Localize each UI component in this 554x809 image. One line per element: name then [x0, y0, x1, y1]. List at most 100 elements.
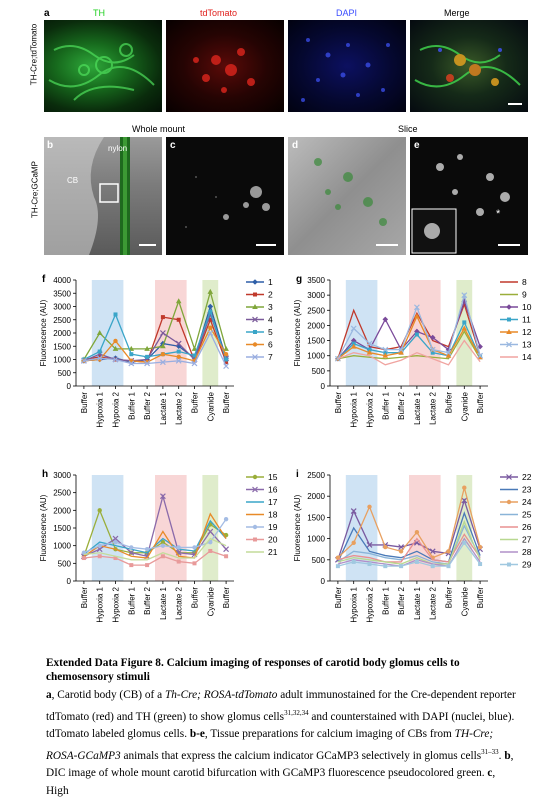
data-point — [478, 562, 483, 567]
data-point — [208, 539, 213, 545]
legend-label: 2 — [268, 290, 273, 300]
y-axis-label: Fluorescence (AU) — [39, 494, 48, 561]
data-point — [207, 330, 214, 336]
legend-label: 25 — [522, 510, 532, 520]
y-tick-label: 1500 — [307, 337, 325, 346]
caption-a-text3: and counterstained with DAPI (nuclei, bl… — [46, 710, 515, 740]
data-point — [351, 559, 356, 564]
data-point — [382, 316, 389, 323]
x-tick-label: Buffer — [80, 587, 89, 609]
data-point — [129, 352, 134, 357]
series-line-19 — [83, 518, 227, 554]
data-point — [176, 354, 181, 360]
data-point — [350, 343, 357, 349]
legend-label: 4 — [268, 315, 273, 325]
y-axis-label: Fluorescence (AU) — [293, 494, 302, 561]
data-point — [112, 535, 119, 542]
data-point — [383, 544, 388, 550]
data-point — [462, 540, 467, 545]
caption-b-text: , DIC image of whole mount carotid bifur… — [46, 749, 514, 779]
legend-marker — [252, 304, 258, 309]
x-tick-label: Buffer 1 — [381, 391, 390, 419]
data-point — [445, 352, 452, 358]
data-point — [446, 564, 451, 569]
x-tick-label: Cyanide — [460, 586, 469, 616]
x-tick-label: Buffer — [334, 587, 343, 609]
x-tick-label: Buffer — [445, 587, 454, 609]
data-point — [112, 356, 119, 363]
data-point — [414, 530, 420, 535]
data-point — [97, 554, 102, 559]
x-tick-label: Lactate 2 — [429, 586, 438, 619]
y-tick-label: 2500 — [53, 489, 71, 498]
panel-a-label-th: TH — [93, 8, 105, 18]
panel-c-image — [166, 137, 284, 255]
legend-marker — [252, 279, 258, 285]
x-tick-label: Hypoxia 2 — [112, 586, 121, 622]
data-point — [224, 554, 229, 559]
x-tick-label: Lactate 1 — [159, 391, 168, 424]
chart-letter: i — [296, 469, 299, 480]
x-tick-label: Buffer 2 — [143, 391, 152, 419]
legend-label: 22 — [522, 472, 532, 482]
x-tick-label: Buffer 2 — [143, 586, 152, 614]
y-tick-label: 2000 — [307, 321, 325, 330]
data-point — [207, 528, 214, 535]
series-line-25 — [337, 524, 481, 565]
data-point — [113, 539, 118, 545]
legend-label: 24 — [522, 497, 532, 507]
series-line-29 — [337, 541, 481, 567]
panel-d-image — [288, 137, 406, 255]
data-point — [224, 360, 229, 365]
x-tick-label: Lactate 1 — [413, 586, 422, 619]
y-tick-label: 500 — [58, 369, 72, 378]
chart-i: i 0 500 1000 1500 2000 2500 Fluorescence (AU) Bu… — [293, 469, 532, 623]
x-tick-label: Hypoxia 2 — [366, 391, 375, 427]
legend-label: 14 — [522, 352, 532, 362]
series-line-28 — [337, 537, 481, 567]
panel-a-label-dapi: DAPI — [336, 8, 358, 18]
stimulus-band — [409, 475, 441, 581]
y-tick-label: 2000 — [53, 506, 71, 515]
data-point — [176, 317, 181, 322]
data-point — [366, 542, 373, 548]
chart-letter: h — [42, 469, 48, 480]
caption-b-label: b — [504, 749, 511, 762]
legend-marker — [252, 342, 258, 347]
legend-label: 21 — [268, 547, 278, 557]
data-point — [223, 363, 230, 370]
y-tick-label: 3000 — [53, 303, 71, 312]
data-point — [113, 338, 118, 344]
data-point — [477, 343, 483, 350]
series-line-5 — [83, 309, 227, 361]
x-tick-label: Buffer — [334, 392, 343, 414]
data-point — [80, 357, 87, 364]
caption-title: Extended Data Figure 8. Calcium imaging … — [46, 657, 460, 683]
data-point — [398, 349, 404, 355]
row-label-tdtomato: TH-Cre;tdTomato — [29, 23, 39, 86]
data-point — [144, 360, 151, 367]
legend-marker — [252, 524, 258, 530]
y-axis-label: Fluorescence (AU) — [293, 299, 302, 366]
data-point — [350, 508, 357, 514]
legend-label: 8 — [522, 277, 527, 287]
y-tick-label: 1000 — [307, 535, 325, 544]
x-tick-label: Buffer 1 — [127, 391, 136, 419]
panel-a-tdtomato-image — [166, 20, 284, 112]
y-tick-label: 2000 — [307, 492, 325, 501]
legend-label: 1 — [268, 277, 273, 287]
data-point — [112, 345, 119, 351]
x-tick-label: Buffer 2 — [397, 391, 406, 419]
data-point — [144, 547, 150, 552]
data-point — [96, 355, 103, 362]
data-point — [113, 312, 118, 317]
series-line-27 — [337, 519, 481, 565]
data-point — [192, 545, 197, 550]
x-tick-label: Buffer — [191, 587, 200, 609]
data-point — [159, 330, 166, 336]
caption-a-text1: , Carotid body (CB) of a — [51, 689, 165, 701]
chart-h: h 0 500 1000 1500 2000 2500 3000 Fluorescence (A… — [39, 469, 278, 623]
x-tick-label: Lactate 2 — [175, 391, 184, 424]
x-tick-label: Lactate 1 — [159, 586, 168, 619]
series-line-2 — [83, 316, 227, 363]
